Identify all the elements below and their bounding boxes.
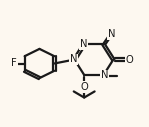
Text: N: N (80, 39, 87, 49)
Text: O: O (80, 82, 88, 92)
Text: O: O (125, 55, 133, 65)
Text: N: N (101, 70, 108, 80)
Text: N: N (108, 29, 116, 39)
Text: F: F (11, 59, 17, 68)
Text: N: N (70, 54, 77, 64)
